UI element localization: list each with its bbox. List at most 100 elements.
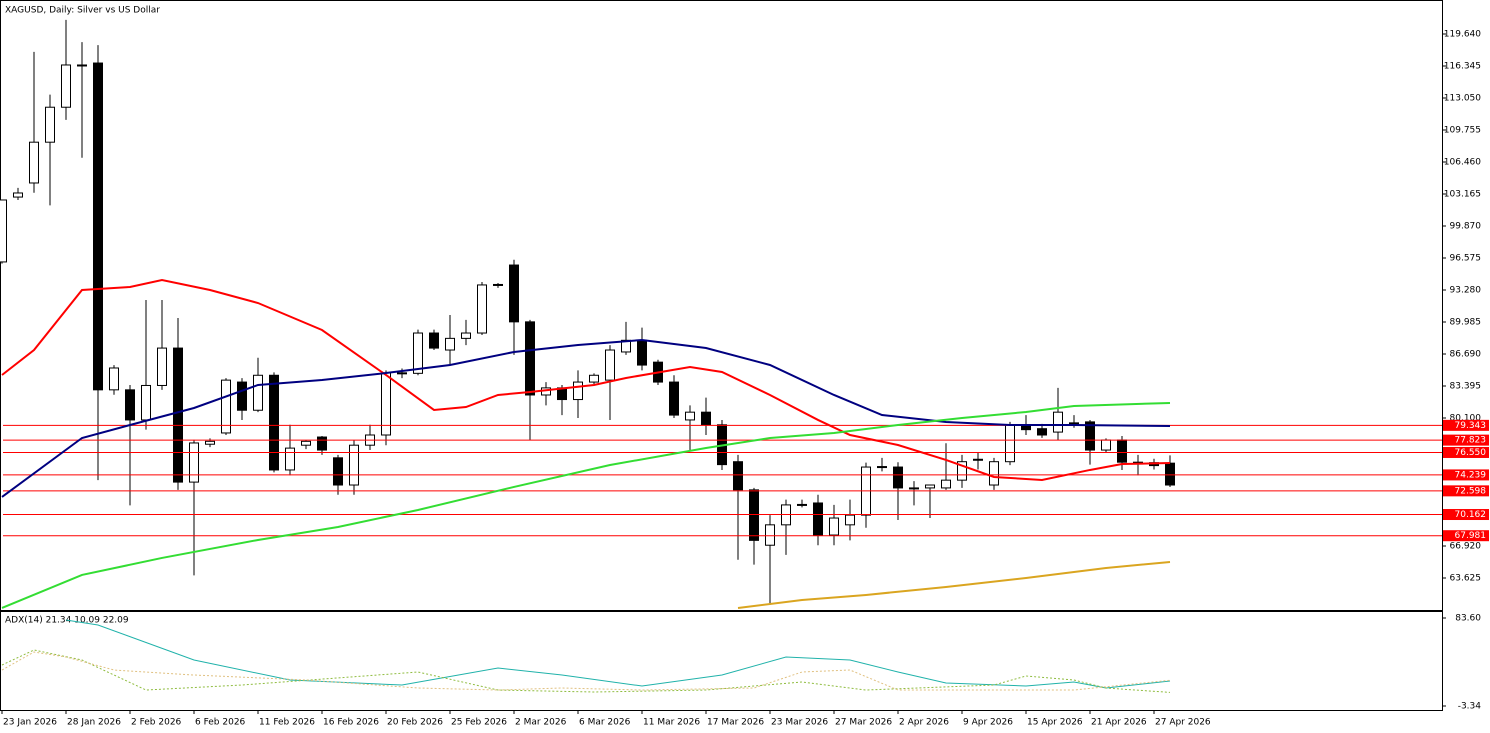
y-tick-label: 66.920 [1450, 542, 1482, 552]
candle-body [285, 447, 295, 471]
level-label-box [1443, 509, 1489, 521]
indicator-line [65, 619, 1171, 689]
candle-body [637, 339, 647, 366]
x-tick-label: 9 Apr 2026 [963, 718, 1013, 728]
candle-body [125, 389, 135, 421]
level-label: 77.823 [1455, 436, 1487, 446]
level-label: 76.550 [1455, 448, 1487, 458]
candle-body [1165, 462, 1175, 486]
candle-body [333, 457, 343, 486]
candle-body [253, 374, 263, 411]
candle-body [0, 199, 7, 263]
level-label: 72.598 [1455, 486, 1487, 496]
candle-body [845, 514, 855, 526]
x-tick-label: 17 Mar 2026 [707, 718, 764, 728]
candle-body [109, 367, 119, 391]
x-tick-label: 6 Mar 2026 [579, 718, 631, 728]
candle-body [893, 466, 903, 489]
y-tick-label: 63.625 [1450, 574, 1482, 584]
x-tick-label: 21 Apr 2026 [1091, 718, 1147, 728]
indicator-line [737, 561, 1171, 609]
indicator-line [1, 278, 1171, 481]
y-tick-label: 96.575 [1450, 254, 1482, 264]
candle-body [317, 436, 327, 451]
x-tick-label: 6 Feb 2026 [195, 718, 246, 728]
y-tick-label: 103.165 [1444, 190, 1481, 200]
candle-body [397, 372, 407, 375]
y-tick-label: 109.755 [1444, 126, 1481, 136]
candle-body [989, 461, 999, 486]
candle-body [413, 332, 423, 374]
candle-body [1117, 439, 1127, 463]
candle-body [733, 461, 743, 491]
candle-body [349, 444, 359, 486]
y-tick-label: 83.395 [1450, 382, 1482, 392]
candle-body [589, 374, 599, 383]
candle-body [301, 440, 311, 446]
candle-body [445, 337, 455, 351]
x-tick-label: 16 Feb 2026 [323, 718, 379, 728]
x-tick-label: 2 Apr 2026 [899, 718, 949, 728]
level-label: 74.239 [1455, 470, 1487, 480]
x-tick-label: 23 Mar 2026 [771, 718, 828, 728]
candle-body [173, 347, 183, 483]
candle-body [973, 458, 983, 461]
candle-body [605, 349, 615, 381]
candle-body [1101, 439, 1111, 451]
candle-body [829, 517, 839, 536]
y-tick-label: 83.60 [1455, 614, 1481, 624]
x-tick-label: 20 Feb 2026 [387, 718, 443, 728]
y-tick-label: 86.690 [1450, 350, 1482, 360]
candle-body [29, 141, 39, 184]
x-tick-label: 2 Mar 2026 [515, 718, 567, 728]
candle-body [877, 466, 887, 469]
level-label: 79.343 [1455, 421, 1487, 431]
level-label-box [1443, 485, 1489, 497]
candle-body [189, 442, 199, 483]
candle-body [669, 381, 679, 416]
candle-body [701, 411, 711, 426]
candle-body [797, 503, 807, 506]
candle-body [477, 284, 487, 334]
level-label-box [1443, 446, 1489, 458]
candle-body [749, 489, 759, 541]
y-tick-label: 116.345 [1444, 62, 1481, 72]
candle-body [61, 64, 71, 108]
chart-title: XAGUSD, Daily: Silver vs US Dollar [5, 6, 160, 16]
level-label: 70.162 [1455, 510, 1487, 520]
x-tick-label: 27 Mar 2026 [835, 718, 892, 728]
adx-panel-frame [0, 611, 1443, 711]
candle-body [429, 332, 439, 349]
y-tick-label: 89.985 [1450, 318, 1482, 328]
x-tick-label: 28 Jan 2026 [67, 718, 121, 728]
y-tick-label: 106.460 [1444, 158, 1481, 168]
candle-body [925, 484, 935, 489]
candle-body [765, 524, 775, 546]
candle-body [205, 440, 215, 445]
candle-body [221, 379, 231, 434]
candle-body [141, 384, 151, 421]
candle-body [1085, 421, 1095, 451]
candle-body [941, 479, 951, 489]
indicator-line [1, 339, 1171, 498]
main-panel-frame [0, 0, 1443, 611]
y-tick-label: 93.280 [1450, 286, 1482, 296]
candle-body [157, 347, 167, 386]
x-tick-label: 11 Mar 2026 [643, 718, 700, 728]
y-tick-label: 99.870 [1450, 222, 1482, 232]
level-label-box [1443, 530, 1489, 542]
y-tick-label: 113.050 [1444, 94, 1481, 104]
x-tick-label: 23 Jan 2026 [3, 718, 57, 728]
candle-body [1005, 424, 1015, 463]
indicator-line [1, 649, 1171, 693]
level-label-box [1443, 434, 1489, 446]
candle-body [685, 411, 695, 421]
y-tick-label: 80.100 [1450, 414, 1482, 424]
candle-body [1037, 428, 1047, 436]
candle-body [1053, 411, 1063, 433]
candle-body [813, 502, 823, 536]
candle-body [237, 381, 247, 411]
y-tick-label: 119.640 [1444, 30, 1481, 40]
